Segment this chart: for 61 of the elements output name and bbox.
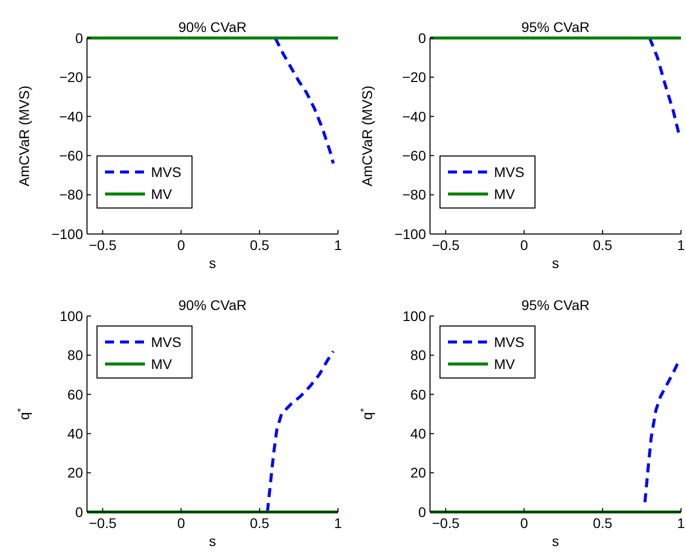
legend-label: MV — [151, 186, 173, 202]
legend-label: MV — [494, 356, 516, 372]
y-axis-title: AmCVaR (MVS) — [16, 86, 32, 186]
y-tick-label: 60 — [67, 386, 84, 402]
x-tick-label: 0 — [520, 515, 528, 531]
y-tick-label: −80 — [59, 186, 84, 203]
chart-title: 95% CVaR — [521, 297, 590, 313]
x-tick-label: −0.5 — [88, 237, 117, 253]
chart-title: 90% CVaR — [178, 19, 247, 35]
y-tick-label: −60 — [402, 148, 426, 164]
legend-label: MVS — [151, 334, 182, 350]
y-tick-label: 0 — [418, 504, 426, 520]
x-axis-title: s — [209, 533, 216, 549]
x-tick-label: 0.5 — [592, 515, 613, 531]
y-tick-label: 0 — [75, 504, 84, 520]
y-tick-label: 20 — [67, 464, 84, 481]
y-tick-label: −40 — [59, 108, 84, 124]
y-tick-label: 60 — [410, 386, 426, 402]
y-tick-label: 0 — [418, 30, 426, 46]
y-tick-label: −20 — [402, 69, 426, 86]
legend-label: MV — [494, 186, 516, 202]
x-tick-label: 1 — [334, 237, 342, 253]
x-axis-title: s — [552, 533, 559, 549]
y-tick-label: 80 — [67, 347, 84, 364]
x-tick-label: −0.5 — [432, 515, 460, 531]
x-axis-title: s — [552, 255, 559, 271]
line-series — [643, 362, 680, 504]
y-tick-label: 40 — [410, 426, 426, 442]
y-tick-label: −40 — [402, 108, 426, 124]
legend-label: MV — [151, 356, 173, 372]
x-tick-label: 0 — [177, 237, 186, 253]
y-tick-label: 80 — [410, 347, 426, 364]
legend-label: MVS — [151, 164, 182, 180]
y-tick-label: −20 — [59, 69, 84, 86]
chart-title: 90% CVaR — [178, 297, 247, 313]
y-tick-label: 100 — [60, 308, 84, 324]
y-axis-title: AmCVaR (MVS) — [359, 86, 375, 186]
x-axis-title: s — [209, 255, 216, 271]
y-tick-label: −100 — [51, 226, 84, 242]
y-tick-label: 0 — [75, 30, 84, 46]
x-tick-label: 0.5 — [250, 515, 270, 531]
line-series — [274, 36, 335, 165]
legend-label: MVS — [494, 334, 524, 350]
x-tick-label: 0 — [520, 237, 528, 253]
y-tick-label: 40 — [67, 426, 84, 442]
line-series — [266, 350, 335, 514]
y-tick-label: −80 — [402, 186, 426, 203]
x-tick-label: 0 — [177, 515, 186, 531]
y-tick-label: −100 — [394, 226, 426, 242]
x-tick-label: 0.5 — [592, 237, 613, 253]
chart-title: 95% CVaR — [521, 19, 590, 35]
x-tick-label: 1 — [677, 237, 686, 253]
x-tick-label: 0.5 — [250, 237, 270, 253]
y-tick-label: −60 — [59, 148, 84, 164]
x-tick-label: −0.5 — [432, 237, 460, 253]
legend-label: MVS — [494, 164, 524, 180]
x-tick-label: −0.5 — [88, 515, 117, 531]
x-tick-label: 1 — [677, 515, 686, 531]
x-tick-label: 1 — [334, 515, 342, 531]
y-tick-label: 20 — [410, 464, 426, 481]
y-tick-label: 100 — [402, 308, 426, 324]
